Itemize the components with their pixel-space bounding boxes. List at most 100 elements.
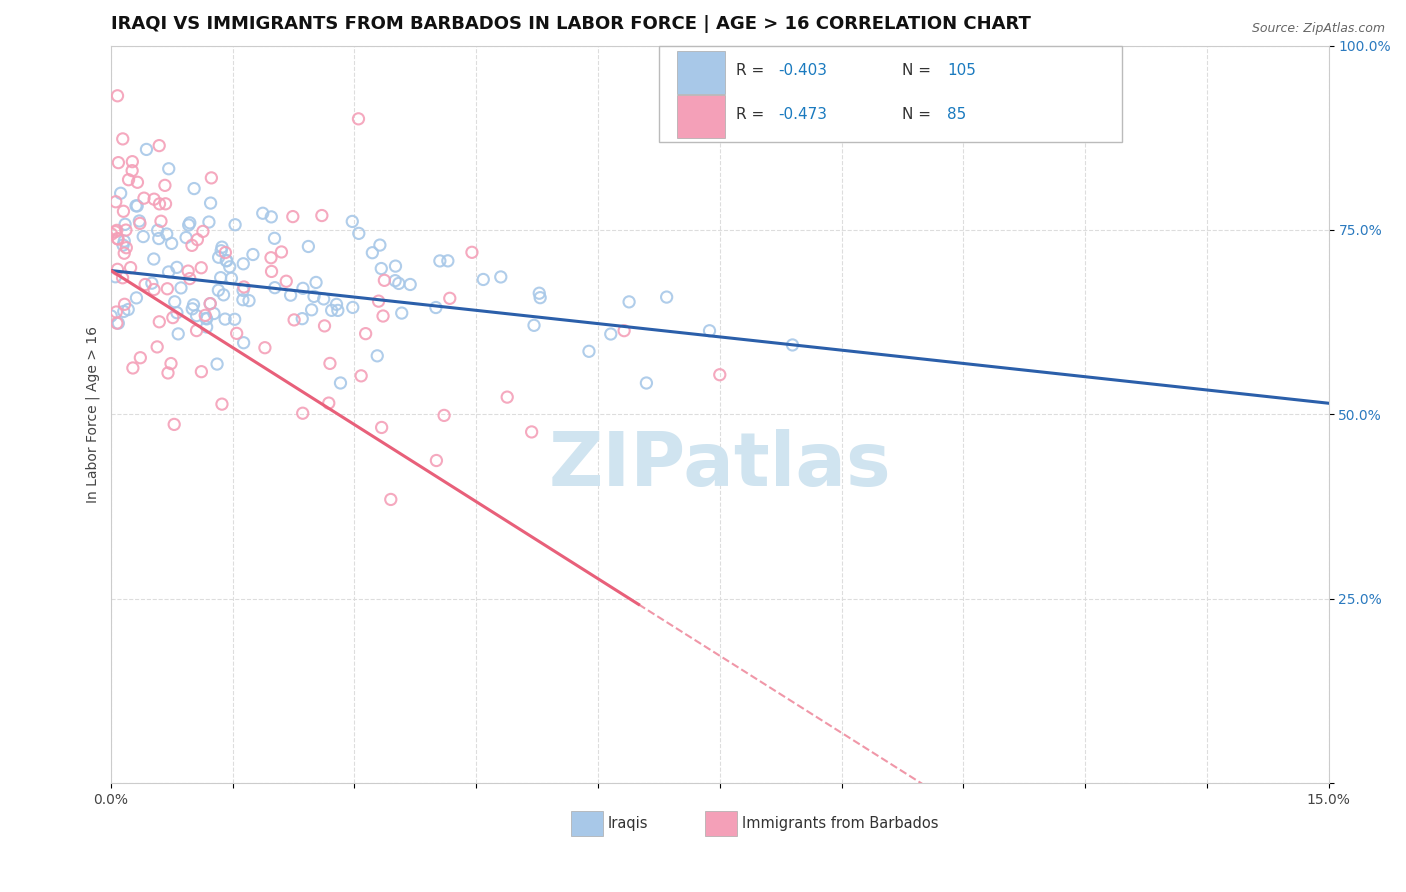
Point xyxy=(112,204,135,219)
Point xyxy=(129,351,152,365)
Text: Source: ZipAtlas.com: Source: ZipAtlas.com xyxy=(1251,22,1385,36)
Point xyxy=(107,316,129,330)
Point xyxy=(209,270,232,285)
Point xyxy=(107,155,129,169)
Point xyxy=(104,269,127,284)
Text: -0.473: -0.473 xyxy=(779,107,827,122)
Point xyxy=(186,324,208,338)
Point xyxy=(214,312,236,326)
Point xyxy=(224,312,246,326)
Point xyxy=(699,324,721,338)
FancyBboxPatch shape xyxy=(659,45,1122,142)
Point xyxy=(125,199,148,213)
Point xyxy=(112,234,135,248)
FancyBboxPatch shape xyxy=(678,51,724,94)
Point xyxy=(384,274,406,288)
Point xyxy=(117,302,139,317)
Point xyxy=(127,199,149,213)
Point xyxy=(329,376,352,390)
Point xyxy=(200,296,222,310)
Point xyxy=(242,247,264,261)
Point xyxy=(162,310,184,325)
Point xyxy=(190,260,212,275)
Point xyxy=(225,326,247,341)
Point xyxy=(380,492,402,507)
FancyBboxPatch shape xyxy=(706,811,737,836)
Point xyxy=(179,216,201,230)
Point xyxy=(121,361,143,376)
Point xyxy=(160,357,183,371)
Point xyxy=(301,302,323,317)
Point xyxy=(281,210,304,224)
Point xyxy=(195,311,218,326)
Point xyxy=(100,227,122,241)
Point xyxy=(166,306,188,320)
Point xyxy=(425,301,447,315)
Point xyxy=(166,260,188,275)
Point xyxy=(297,239,319,253)
Point xyxy=(529,286,551,301)
Point xyxy=(194,309,217,323)
Point xyxy=(121,163,143,178)
Point xyxy=(107,262,129,277)
Point xyxy=(148,231,170,245)
Point xyxy=(148,197,170,211)
Point xyxy=(117,172,139,186)
Point xyxy=(636,376,658,390)
Text: Iraqis: Iraqis xyxy=(607,816,648,831)
Point xyxy=(183,181,205,195)
Text: Immigrants from Barbados: Immigrants from Barbados xyxy=(742,816,938,831)
Text: N =: N = xyxy=(903,63,936,78)
Point xyxy=(253,341,276,355)
Text: 85: 85 xyxy=(948,107,967,122)
Point xyxy=(291,281,314,295)
Point xyxy=(112,304,135,318)
Point xyxy=(391,306,413,320)
Point xyxy=(132,229,155,244)
Point xyxy=(270,244,292,259)
Point xyxy=(263,231,285,245)
Point xyxy=(179,271,201,285)
Point xyxy=(181,301,204,316)
Point xyxy=(198,215,221,229)
Point xyxy=(148,138,170,153)
Point xyxy=(655,290,678,304)
Point xyxy=(120,260,142,275)
Point xyxy=(211,397,233,411)
Point xyxy=(195,320,218,334)
FancyBboxPatch shape xyxy=(571,811,603,836)
Point xyxy=(107,231,129,245)
Point xyxy=(260,264,283,278)
Point xyxy=(186,233,208,247)
Point xyxy=(433,409,456,423)
Point xyxy=(709,368,731,382)
Point xyxy=(326,303,349,318)
Point xyxy=(186,309,208,323)
Text: R =: R = xyxy=(735,107,769,122)
Point xyxy=(142,252,165,266)
Point xyxy=(221,271,243,285)
Point xyxy=(354,326,377,341)
Point xyxy=(167,326,190,341)
Point xyxy=(347,227,370,241)
Point xyxy=(617,294,640,309)
Point xyxy=(280,288,302,302)
Point xyxy=(157,161,180,176)
Point xyxy=(232,280,254,294)
Point xyxy=(195,312,218,326)
Point xyxy=(160,236,183,251)
Point xyxy=(163,294,186,309)
Point xyxy=(342,301,364,315)
Point xyxy=(100,309,122,323)
Point xyxy=(107,88,129,103)
Point xyxy=(105,305,128,319)
Point xyxy=(437,253,460,268)
Point xyxy=(111,270,134,285)
Point xyxy=(146,340,169,354)
Point xyxy=(368,238,391,252)
Point xyxy=(370,261,392,276)
Point xyxy=(134,277,156,292)
Text: ZIPatlas: ZIPatlas xyxy=(548,429,891,502)
Point xyxy=(214,245,236,260)
Point xyxy=(141,276,163,290)
